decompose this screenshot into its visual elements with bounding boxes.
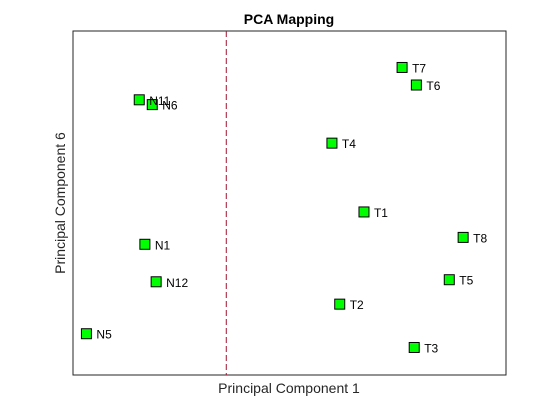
point-label-t7: T7 bbox=[412, 61, 426, 75]
point-label-t3: T3 bbox=[424, 341, 438, 355]
data-point-n12 bbox=[150, 276, 162, 288]
plot-area bbox=[72, 30, 507, 376]
point-label-n12: N12 bbox=[166, 276, 188, 290]
data-point-n1 bbox=[139, 238, 151, 250]
data-point-t2 bbox=[334, 298, 346, 310]
data-point-t3 bbox=[408, 341, 420, 353]
data-point-t6 bbox=[410, 79, 422, 91]
points-layer bbox=[80, 61, 469, 353]
point-label-t5: T5 bbox=[459, 274, 473, 288]
point-label-n6: N6 bbox=[162, 99, 178, 113]
data-point-t7 bbox=[396, 61, 408, 73]
data-point-n5 bbox=[80, 328, 92, 340]
data-point-n11 bbox=[133, 94, 145, 106]
data-point-t1 bbox=[358, 206, 370, 218]
data-point-t4 bbox=[326, 137, 338, 149]
point-label-n11: N11 bbox=[149, 94, 170, 108]
point-label-n5: N5 bbox=[96, 328, 112, 342]
data-point-t8 bbox=[457, 231, 469, 243]
point-label-t6: T6 bbox=[426, 79, 440, 93]
y-axis-label: Principal Component 6 bbox=[52, 132, 68, 274]
data-point-t5 bbox=[443, 274, 455, 286]
point-label-t1: T1 bbox=[374, 206, 388, 220]
point-label-t8: T8 bbox=[473, 231, 487, 245]
x-axis-label: Principal Component 1 bbox=[218, 380, 360, 396]
point-label-n1: N1 bbox=[155, 238, 171, 252]
point-label-t4: T4 bbox=[342, 137, 356, 151]
chart-title: PCA Mapping bbox=[244, 11, 334, 27]
point-label-t2: T2 bbox=[350, 298, 364, 312]
data-point-n6 bbox=[146, 99, 158, 111]
